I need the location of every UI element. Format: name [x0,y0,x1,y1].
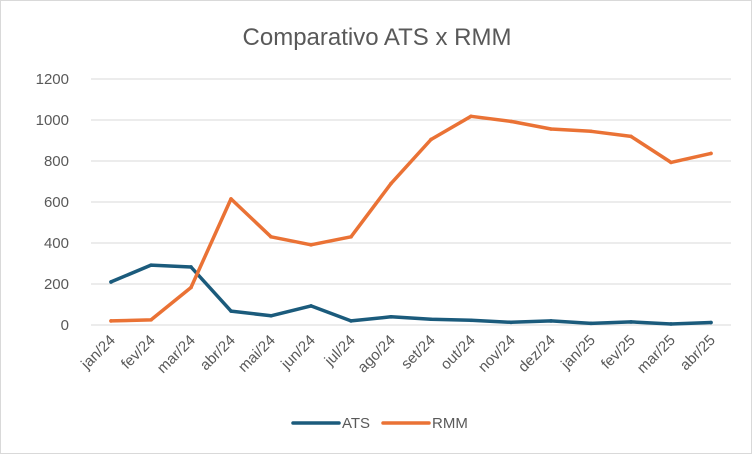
data-point-ats [629,320,633,324]
y-tick-label: 0 [61,317,69,334]
data-point-ats [349,319,353,323]
data-point-rmm [389,181,393,186]
y-tick-label: 1000 [36,112,69,129]
data-point-ats [509,320,513,325]
x-tick-label: jun/24 [277,332,319,374]
legend-label-ats: ATS [342,415,370,432]
series-lines [109,114,713,326]
series-rmm [109,114,713,323]
y-tick-label: 1200 [36,71,69,88]
x-tick-label: abr/25 [677,332,719,374]
series-line-ats [109,263,713,326]
x-tick-label: jan/25 [557,332,599,374]
data-point-ats [189,265,193,269]
x-tick-label: jan/24 [77,332,119,374]
data-point-rmm [189,285,193,290]
series-ats [109,263,713,326]
data-point-rmm [429,137,433,142]
legend-label-rmm: RMM [432,415,468,432]
data-point-rmm [469,114,473,119]
data-point-ats [149,263,153,267]
data-point-ats [309,304,313,308]
y-tick-label: 600 [44,194,69,211]
x-tick-label: out/24 [437,332,479,374]
x-tick-label: mar/24 [154,332,199,377]
x-tick-label: nov/24 [475,332,519,376]
y-tick-label: 200 [44,276,69,293]
x-tick-label: mar/25 [634,332,679,377]
data-point-rmm [149,318,153,322]
data-point-rmm [309,243,313,247]
data-point-ats [109,280,113,284]
x-tick-label: mai/24 [235,332,279,376]
data-point-ats [269,313,273,318]
legend: ATS RMM [291,415,468,432]
series-line-rmm [109,114,713,323]
data-point-rmm [549,127,553,131]
data-point-ats [589,321,593,326]
y-axis-tick-labels: 0 200 400 600 800 1000 1200 [36,71,69,334]
chart-title: Comparativo ATS x RMM [243,24,512,51]
x-tick-label: ago/24 [354,332,398,376]
data-point-ats [429,317,433,322]
data-point-rmm [509,119,513,124]
data-point-rmm [709,151,713,156]
data-point-rmm [589,129,593,134]
data-point-ats [469,318,473,323]
data-point-rmm [629,134,633,139]
data-point-ats [549,319,553,323]
x-tick-label: fev/25 [598,332,639,373]
y-tick-label: 400 [44,235,69,252]
x-tick-label: fev/24 [118,332,159,373]
data-point-rmm [269,235,273,239]
data-point-ats [229,309,233,313]
data-point-ats [389,315,393,319]
data-point-ats [709,320,713,325]
data-point-ats [669,322,673,326]
data-point-rmm [109,319,113,323]
gridlines [91,78,731,326]
x-tick-label: abr/24 [197,332,239,374]
x-tick-label: dez/24 [515,332,559,376]
data-point-rmm [349,235,353,239]
x-tick-label: set/24 [398,332,439,373]
y-tick-label: 800 [44,153,69,170]
data-point-rmm [229,197,233,201]
data-point-rmm [669,160,673,165]
